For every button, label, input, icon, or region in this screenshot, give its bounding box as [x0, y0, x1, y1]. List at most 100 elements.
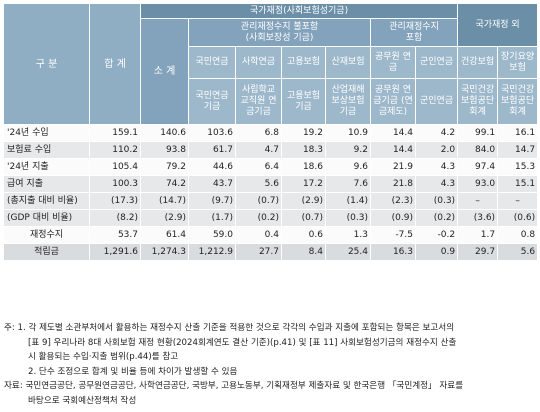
table-cell: –: [497, 192, 539, 210]
col-org-teachers-pension: 사립학교 교직원 연금기금: [235, 78, 282, 125]
table-cell: 25.4: [325, 243, 371, 261]
table-cell: 0.8: [497, 226, 539, 244]
table-cell: 19.2: [281, 124, 326, 142]
table-cell: 14.4: [370, 124, 416, 142]
table-cell: 61.7: [188, 141, 236, 159]
table-cell: 1,212.9: [188, 243, 236, 261]
row-label: 보험료 수입: [3, 141, 90, 159]
table-cell: 14.4: [370, 141, 416, 159]
col-org-employment-insurance: 고용보험 기금: [281, 78, 326, 125]
table-cell: (1.4): [325, 192, 371, 210]
table-cell: 27.7: [235, 243, 282, 261]
row-label: (GDP 대비 비율): [3, 209, 90, 227]
table-cell: 18.6: [281, 158, 326, 176]
total-header: 합 계: [89, 3, 141, 125]
table-cell: (0.7): [235, 192, 282, 210]
table-cell: 103.6: [188, 124, 236, 142]
table-cell: 44.6: [188, 158, 236, 176]
table-cell: 29.7: [457, 243, 499, 261]
table-cell: (0.3): [325, 209, 371, 227]
table-cell: 7.6: [325, 175, 371, 193]
col-name-health-insurance: 건강보험: [457, 46, 499, 79]
table-cell: 100.3: [89, 175, 141, 193]
table-cell: (0.3): [414, 192, 459, 210]
excluded-group-title: 관리재정수지 불포함: [240, 21, 319, 32]
table-cell: 16.1: [497, 124, 539, 142]
table-cell: 140.6: [140, 124, 189, 142]
footnotes: 주: 1. 각 제도별 소관부처에서 활용하는 재정수지 산출 기준을 적용한 …: [4, 321, 536, 409]
table-cell: 18.3: [281, 141, 326, 159]
col-org-industrial-accident: 산업재해 보상보험 기금: [325, 78, 371, 125]
table-cell: 8.4: [281, 243, 326, 261]
table-cell: 159.1: [89, 124, 141, 142]
social-insurance-finance-table: 구 분 합 계 국가재정(사회보험성기금) 국가재정 외 소 계 관리재정수지 …: [3, 3, 539, 261]
table-cell: 5.6: [497, 243, 539, 261]
table-cell: -0.2: [414, 226, 459, 244]
table-cell: –: [457, 192, 499, 210]
included-group-title: 관리재정수지: [389, 21, 439, 32]
table-cell: 21.9: [370, 158, 416, 176]
col-name-industrial-accident: 산재보험: [325, 46, 371, 79]
table-cell: 59.0: [188, 226, 236, 244]
table-cell: 4.3: [414, 175, 459, 193]
table-row: 적립금 1,291.6 1,274.3 1,212.9 27.7 8.4 25.4 16.3 0…: [3, 243, 539, 261]
table-cell: 43.7: [188, 175, 236, 193]
table-cell: 4.3: [414, 158, 459, 176]
table-row: (총지출 대비 비율) (17.3) (14.7) (9.7) (0.7) (2.9) (1…: [3, 192, 539, 210]
category-header: 구 분: [3, 3, 90, 125]
row-label: 급여 지출: [3, 175, 90, 193]
table-cell: (0.2): [414, 209, 459, 227]
table-cell: 0.6: [281, 226, 326, 244]
row-label: 재정수지: [3, 226, 90, 244]
excluded-group-subtitle: (사회보장성 기금): [245, 32, 314, 43]
table-cell: 93.8: [140, 141, 189, 159]
table-cell: 21.8: [370, 175, 416, 193]
table-cell: 16.3: [370, 243, 416, 261]
table-cell: (2.9): [140, 209, 189, 227]
table-cell: 10.9: [325, 124, 371, 142]
table-cell: 79.2: [140, 158, 189, 176]
table-cell: 1,291.6: [89, 243, 141, 261]
table-cell: 4.7: [235, 141, 282, 159]
row-label: (총지출 대비 비율): [3, 192, 90, 210]
col-name-military-pension: 군인연금: [414, 46, 459, 79]
table-cell: 14.7: [497, 141, 539, 159]
col-org-long-term-care: 국민건강 보험공단 회계: [497, 78, 539, 125]
table-cell: 15.1: [497, 175, 539, 193]
col-org-national-pension: 국민연금 기금: [188, 78, 236, 125]
table-cell: 110.2: [89, 141, 141, 159]
table-cell: 17.2: [281, 175, 326, 193]
table-cell: (8.2): [89, 209, 141, 227]
note-1-line-2: [표 9] 우리나라 8대 사회보험 재정 현황(2024회계연도 결산 기준)…: [28, 337, 457, 348]
row-label: 적립금: [3, 243, 90, 261]
table-cell: (17.3): [89, 192, 141, 210]
national-finance-header: 국가재정(사회보험성기금): [139, 3, 459, 19]
table-cell: 4.2: [414, 124, 459, 142]
table-row: 보험료 수입 110.2 93.8 61.7 4.7 18.3 9.2 14.4 2.0 84.0…: [3, 141, 539, 159]
table-cell: (0.6): [497, 209, 539, 227]
table-cell: (2.9): [281, 192, 326, 210]
table-cell: 84.0: [457, 141, 499, 159]
table-row: '24년 지출 105.4 79.2 44.6 6.4 18.6 9.6 21.9 4.3 97.…: [3, 158, 539, 176]
table-cell: 6.4: [235, 158, 282, 176]
table-cell: 0.9: [414, 243, 459, 261]
table-row: '24년 수입 159.1 140.6 103.6 6.8 19.2 10.9 14.4 4.2…: [3, 124, 539, 142]
row-label: '24년 지출: [3, 158, 90, 176]
col-org-health-insurance: 국민건강 보험공단 회계: [457, 78, 499, 125]
included-group-header: 관리재정수지 포함: [369, 18, 459, 47]
col-name-employment-insurance: 고용보험: [281, 46, 326, 79]
outside-national-finance-header: 국가재정 외: [457, 3, 539, 47]
source-line-1: 자료: 국민연금공단, 공무원연금공단, 사학연금공단, 국방부, 고용노동부,…: [4, 381, 464, 392]
table-cell: 5.6: [235, 175, 282, 193]
table-cell: 9.6: [325, 158, 371, 176]
table-cell: (1.7): [188, 209, 236, 227]
row-label: '24년 수입: [3, 124, 90, 142]
table-row: 급여 지출 100.3 74.2 43.7 5.6 17.2 7.6 21.8 4.3 93.0 1…: [3, 175, 539, 193]
note-1-line-1: 주: 1. 각 제도별 소관부처에서 활용하는 재정수지 산출 기준을 적용한 …: [4, 323, 455, 333]
table-cell: (0.2): [235, 209, 282, 227]
col-name-long-term-care: 장기요양 보험: [497, 46, 539, 79]
table-cell: 93.0: [457, 175, 499, 193]
table-cell: 74.2: [140, 175, 189, 193]
table-cell: 99.1: [457, 124, 499, 142]
subtotal-header: 소 계: [140, 18, 189, 125]
